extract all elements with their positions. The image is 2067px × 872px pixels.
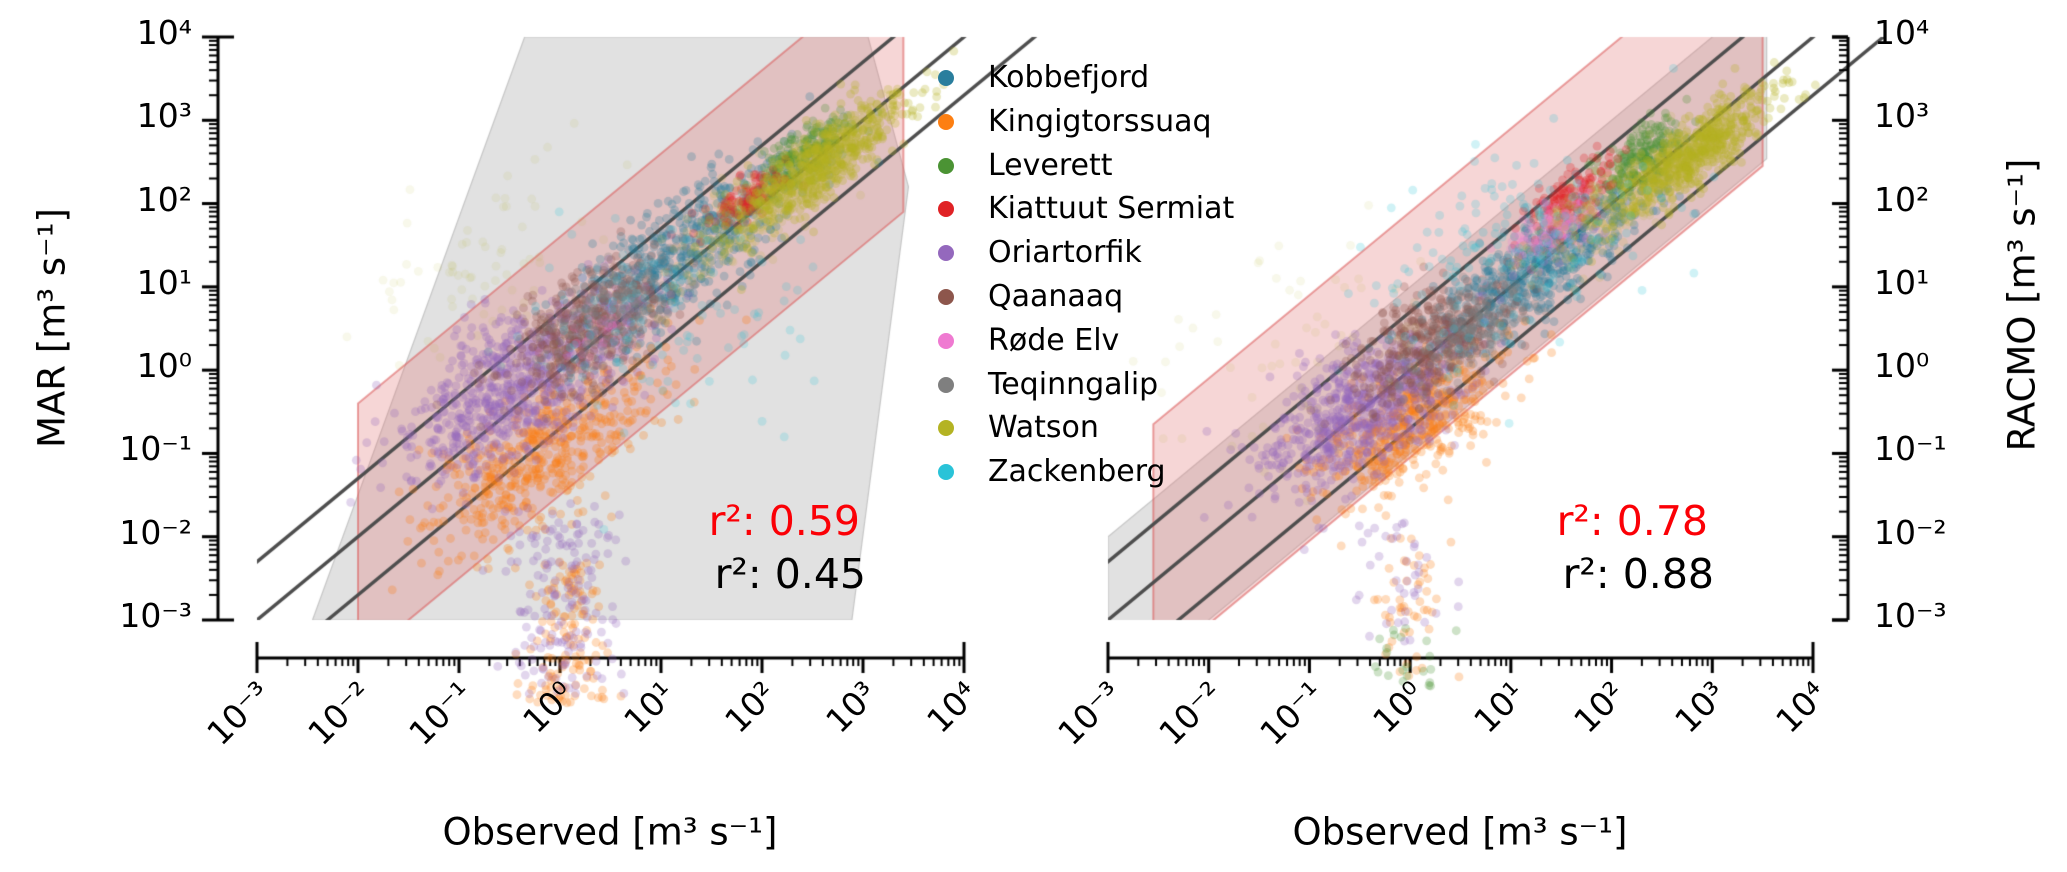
legend-label: Leverett [988,147,1113,183]
y-tick-label-right: 10⁰ [1874,346,1930,386]
y-axis-label-left: MAR [m³ s⁻¹] [30,208,74,448]
y-tick-label-right: 10³ [1874,96,1930,136]
r2-annotation-left-red: r²: 0.59 [708,497,860,545]
y-tick-label-left: 10⁻¹ [119,429,192,469]
legend-item-zackenberg: Zackenberg [938,452,1166,492]
legend-label: Kobbefjord [988,60,1150,95]
y-tick-label-left: 10⁻³ [119,596,192,635]
legend-marker-icon [938,332,954,349]
legend-marker-icon [938,70,954,86]
x-axis-label-right: Observed [m³ s⁻¹] [1292,810,1628,854]
x-axis-label-left: Observed [m³ s⁻¹] [442,810,778,854]
legend-item-kobbefjord: Kobbefjord [938,58,1149,98]
legend-item-kingigtorssuaq: Kingigtorssuaq [938,102,1212,142]
legend-item-oriartorfik: Oriartorfik [938,233,1142,273]
legend-label: Watson [988,410,1099,446]
legend-item-teqinngalip: Teqinngalip [938,365,1158,405]
y-tick-label-left: 10³ [136,96,192,136]
legend-marker-icon [938,464,954,481]
legend-item-leverett: Leverett [938,146,1113,186]
r2-annotation-right-black: r²: 0.88 [1562,550,1714,598]
y-tick-label-left: 10⁰ [136,346,192,386]
legend-label: Kingigtorssuaq [988,103,1212,139]
legend-label: Oriartorfik [988,235,1142,271]
legend-marker-icon [938,157,954,174]
r2-annotation-left-black: r²: 0.45 [714,550,866,598]
y-tick-label-right: 10¹ [1874,262,1930,302]
y-tick-label-right: 10⁻² [1874,512,1947,552]
legend-marker-icon [938,376,954,393]
y-tick-label-right: 10⁻³ [1874,596,1947,635]
legend-item-kiattuut-sermiat: Kiattuut Sermiat [938,189,1234,229]
legend-marker-icon [938,113,954,130]
legend-item-watson: Watson [938,408,1099,448]
y-tick-label-right: 10⁻¹ [1874,429,1947,469]
y-tick-label-left: 10¹ [136,262,192,302]
legend-label: Teqinngalip [988,366,1159,402]
legend-marker-icon [938,201,954,218]
y-tick-label-right: 10² [1874,179,1930,219]
y-tick-label-left: 10⁻² [119,512,192,552]
y-tick-label-right: 10⁴ [1874,13,1930,52]
r2-annotation-right-red: r²: 0.78 [1556,497,1708,545]
legend-item-qaanaaq: Qaanaaq [938,277,1123,317]
legend-label: Røde Elv [988,322,1120,358]
y-tick-label-left: 10² [136,179,192,219]
legend-marker-icon [938,420,954,437]
legend-marker-icon [938,245,954,262]
legend-label: Kiattuut Sermiat [988,191,1235,227]
y-tick-label-left: 10⁴ [136,13,192,52]
legend-label: Qaanaaq [988,279,1124,314]
legend-marker-icon [938,289,954,305]
legend-label: Zackenberg [988,454,1166,490]
legend-item-r-de-elv: Røde Elv [938,321,1119,361]
